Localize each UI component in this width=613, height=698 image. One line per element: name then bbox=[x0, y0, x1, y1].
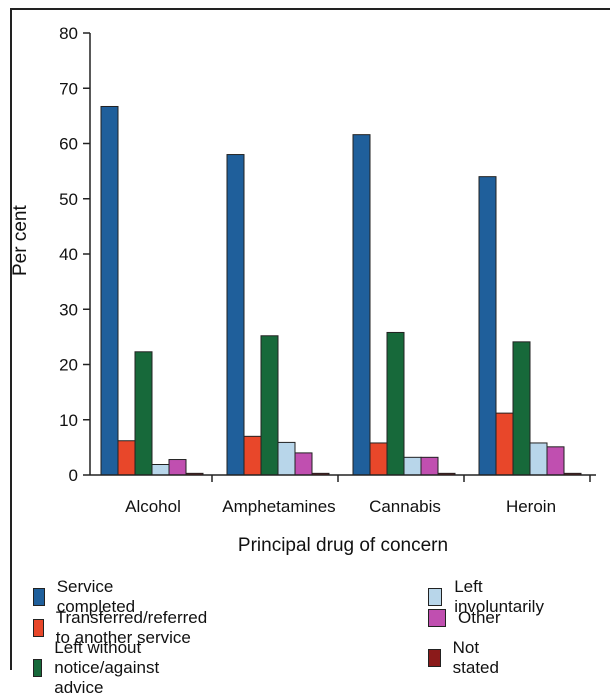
bars-layer bbox=[100, 105, 582, 476]
bar-alcohol-service-completed bbox=[100, 105, 119, 476]
legend-swatch bbox=[33, 659, 43, 677]
y-tick-label: 20 bbox=[59, 356, 78, 375]
bar-heroin-left-involuntarily bbox=[529, 442, 548, 476]
x-tick-label: Amphetamines bbox=[222, 497, 335, 516]
legend-label: Left without notice/against advice bbox=[54, 638, 160, 697]
legend-swatch bbox=[33, 588, 45, 606]
legend-label: Other bbox=[458, 608, 501, 627]
bar-heroin-left-without-notice-against-advice bbox=[512, 341, 531, 476]
bar-alcohol-other bbox=[168, 459, 187, 476]
legend-label: Transferred/referred to another service bbox=[55, 608, 208, 647]
legend-swatch bbox=[428, 609, 446, 627]
y-tick-label: 30 bbox=[59, 300, 78, 319]
bar-cannabis-service-completed bbox=[352, 134, 371, 476]
bar-heroin-transferred-referred-to-another-service bbox=[495, 412, 514, 476]
x-axis-title: Principal drug of concern bbox=[237, 535, 449, 556]
legend-label: Not stated bbox=[452, 638, 499, 677]
y-axis-title: Per cent bbox=[10, 205, 31, 276]
bar-alcohol-left-without-notice-against-advice bbox=[134, 351, 153, 476]
legend-swatch bbox=[428, 588, 443, 606]
chart-frame bbox=[10, 8, 610, 670]
legend-item: Left involuntarily bbox=[428, 577, 548, 617]
bar-chart: Alcohol Amphetamines Cannabis Heroin 0 10 20 30… bbox=[59, 24, 596, 516]
legend-item: Left without notice/against advice bbox=[33, 638, 168, 698]
bar-amphetamines-transferred-referred-to-another-service bbox=[243, 435, 262, 476]
bar-amphetamines-left-without-notice-against-advice bbox=[260, 335, 279, 476]
y-tick-label: 50 bbox=[59, 190, 78, 209]
bar-amphetamines-left-involuntarily bbox=[277, 441, 296, 476]
bar-heroin-service-completed bbox=[478, 176, 497, 476]
y-tick-label: 0 bbox=[69, 466, 78, 485]
legend-item: Not stated bbox=[428, 638, 504, 678]
y-tick-label: 70 bbox=[59, 79, 78, 98]
y-tick-label: 10 bbox=[59, 411, 78, 430]
bar-cannabis-left-without-notice-against-advice bbox=[386, 331, 405, 476]
legend-item: Transferred/referred to another service bbox=[33, 608, 214, 648]
bar-alcohol-left-involuntarily bbox=[151, 464, 170, 476]
bar-heroin-other bbox=[546, 446, 565, 476]
legend-item: Service completed bbox=[33, 577, 141, 617]
y-tick-label: 80 bbox=[59, 24, 78, 43]
bar-cannabis-left-involuntarily bbox=[403, 456, 422, 476]
x-tick-label: Cannabis bbox=[369, 497, 441, 516]
bar-cannabis-transferred-referred-to-another-service bbox=[369, 442, 388, 476]
legend-swatch bbox=[428, 649, 441, 667]
y-tick-label: 60 bbox=[59, 135, 78, 154]
legend-swatch bbox=[33, 619, 44, 637]
x-tick-label: Alcohol bbox=[125, 497, 181, 516]
legend-item: Other bbox=[428, 608, 501, 628]
x-tick-label: Heroin bbox=[506, 497, 556, 516]
bar-alcohol-transferred-referred-to-another-service bbox=[117, 440, 136, 476]
bar-amphetamines-service-completed bbox=[226, 154, 245, 476]
axes-layer: Alcohol Amphetamines Cannabis Heroin 0 10 20 30… bbox=[59, 24, 596, 516]
bar-amphetamines-other bbox=[294, 452, 313, 476]
legend-label: Service completed bbox=[56, 577, 136, 616]
bar-cannabis-other bbox=[420, 456, 439, 476]
legend-label: Left involuntarily bbox=[454, 577, 544, 616]
y-tick-label: 40 bbox=[59, 245, 78, 264]
